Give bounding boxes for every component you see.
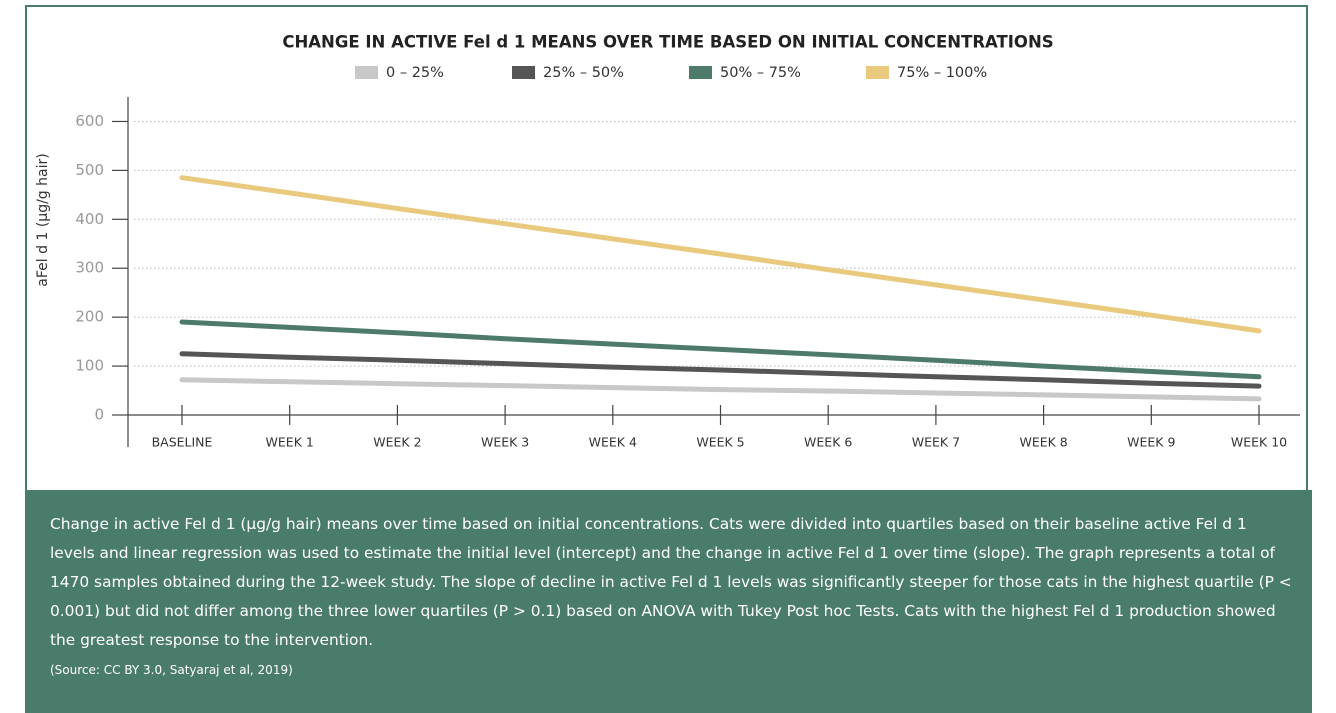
frame [25,5,1308,713]
y-tick-label: 300 [75,259,104,277]
legend-swatch [866,66,889,79]
legend-label: 50% – 75% [720,65,801,81]
chart: CHANGE IN ACTIVE Fel d 1 MEANS OVER TIME… [35,33,1300,450]
y-tick-label: 100 [75,357,104,375]
series-line [179,377,1262,402]
caption-text: Change in active Fel d 1 (µg/g hair) mea… [50,515,1292,649]
series-line [179,351,1262,389]
x-tick-label: WEEK 8 [1019,435,1067,450]
x-tick-label: WEEK 5 [696,435,744,450]
legend-swatch [689,66,712,79]
y-tick-label: 0 [94,406,104,424]
x-tick-label: WEEK 9 [1127,435,1175,450]
x-tick-label: WEEK 7 [912,435,960,450]
y-tick-label: 400 [75,210,104,228]
caption-source: (Source: CC BY 3.0, Satyaraj et al, 2019… [50,663,293,677]
y-tick-label: 600 [75,112,104,130]
y-tick-label: 500 [75,161,104,179]
legend-label: 0 – 25% [386,65,444,81]
y-tick-label: 200 [75,308,104,326]
x-tick-label: WEEK 2 [373,435,421,450]
series-line [179,319,1262,380]
caption-box: Change in active Fel d 1 (µg/g hair) mea… [25,490,1312,713]
series-line [179,175,1262,334]
x-tick-label: BASELINE [152,435,213,450]
y-axis-label: aFel d 1 (µg/g hair) [35,153,51,286]
legend-swatch [355,66,378,79]
legend-label: 25% – 50% [543,65,624,81]
legend-swatch [512,66,535,79]
x-tick-label: WEEK 10 [1231,435,1287,450]
x-tick-label: WEEK 1 [266,435,314,450]
legend-label: 75% – 100% [897,65,987,81]
x-tick-label: WEEK 3 [481,435,529,450]
x-tick-label: WEEK 4 [589,435,637,450]
x-tick-label: WEEK 6 [804,435,852,450]
chart-title: CHANGE IN ACTIVE Fel d 1 MEANS OVER TIME… [282,33,1053,52]
